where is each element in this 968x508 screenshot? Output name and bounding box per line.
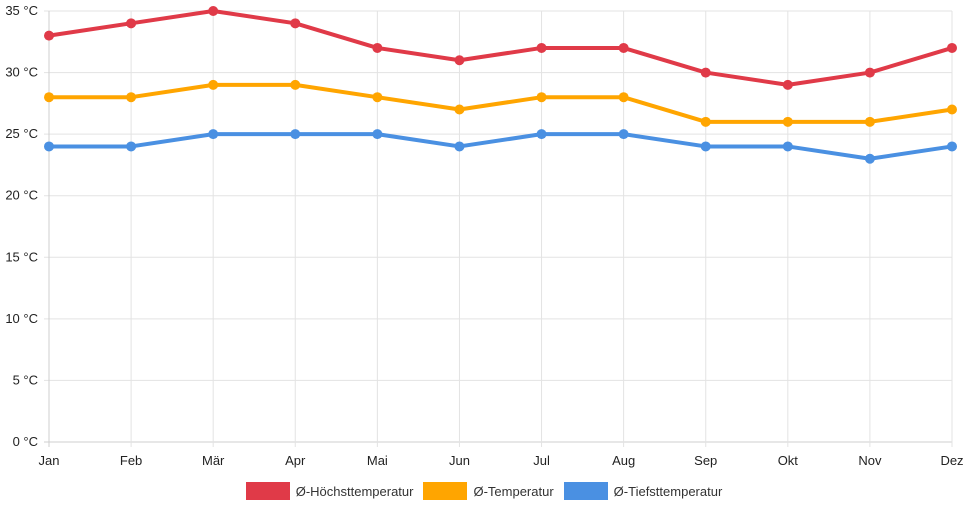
data-point[interactable] xyxy=(947,42,957,53)
data-point[interactable] xyxy=(372,42,383,53)
data-point[interactable] xyxy=(864,67,875,78)
legend-item[interactable]: Ø-Tiefsttemperatur xyxy=(563,482,723,500)
legend-swatch xyxy=(423,482,468,500)
x-tick-label: Mai xyxy=(367,453,388,468)
y-tick-label: 20 °C xyxy=(5,188,38,203)
series-2 xyxy=(44,129,957,164)
legend-label: Ø-Tiefsttemperatur xyxy=(613,483,723,499)
data-point[interactable] xyxy=(700,67,711,78)
data-point[interactable] xyxy=(290,79,301,90)
legend: Ø-Höchsttemperatur Ø-Temperatur Ø-Tiefstte… xyxy=(0,481,968,501)
data-point[interactable] xyxy=(782,141,793,152)
x-tick-label: Nov xyxy=(858,453,882,468)
data-point[interactable] xyxy=(947,141,957,152)
data-point[interactable] xyxy=(290,18,301,29)
data-point[interactable] xyxy=(536,129,547,140)
legend-swatch xyxy=(563,482,608,500)
data-point[interactable] xyxy=(454,55,465,66)
data-point[interactable] xyxy=(208,6,219,16)
x-tick-label: Apr xyxy=(285,453,306,468)
data-point[interactable] xyxy=(864,116,875,127)
series-0 xyxy=(44,6,957,90)
legend-item[interactable]: Ø-Höchsttemperatur xyxy=(245,482,414,500)
x-tick-label: Okt xyxy=(778,453,799,468)
y-tick-label: 25 °C xyxy=(5,126,38,141)
x-axis: Jan Feb Mär Apr Mai Jun Jul Aug Sep Okt Nov Dez xyxy=(39,453,964,468)
temperature-line-chart: 0 °C 5 °C 10 °C 15 °C 20 °C 25 °C 30 °C 35 °C J… xyxy=(5,3,964,468)
data-point[interactable] xyxy=(536,92,547,103)
y-axis: 0 °C 5 °C 10 °C 15 °C 20 °C 25 °C 30 °C 35 °C xyxy=(5,3,38,449)
data-point[interactable] xyxy=(947,104,957,115)
data-point[interactable] xyxy=(126,18,137,29)
data-point[interactable] xyxy=(126,92,137,103)
data-point[interactable] xyxy=(372,129,383,140)
grid xyxy=(44,10,953,447)
legend-label: Ø-Temperatur xyxy=(473,483,554,499)
y-tick-label: 15 °C xyxy=(5,249,38,264)
data-point[interactable] xyxy=(208,129,219,140)
data-point[interactable] xyxy=(618,42,629,53)
x-tick-label: Sep xyxy=(694,453,717,468)
x-tick-label: Feb xyxy=(120,453,142,468)
series-line xyxy=(49,82,953,124)
x-tick-label: Jun xyxy=(449,453,470,468)
data-point[interactable] xyxy=(454,141,465,152)
legend-item[interactable]: Ø-Temperatur xyxy=(423,482,554,500)
data-point[interactable] xyxy=(208,79,219,90)
series-line xyxy=(48,9,953,87)
data-point[interactable] xyxy=(454,104,465,115)
data-point[interactable] xyxy=(44,92,54,103)
data-point[interactable] xyxy=(44,141,54,152)
data-point[interactable] xyxy=(782,79,793,90)
data-point[interactable] xyxy=(290,129,301,140)
data-point[interactable] xyxy=(126,141,137,152)
data-point[interactable] xyxy=(700,141,711,152)
data-point[interactable] xyxy=(618,92,629,103)
y-tick-label: 35 °C xyxy=(5,3,38,18)
series-lines xyxy=(44,6,957,164)
series-1 xyxy=(44,79,957,127)
data-point[interactable] xyxy=(536,42,547,53)
y-tick-label: 10 °C xyxy=(5,311,38,326)
data-point[interactable] xyxy=(618,129,629,140)
y-tick-label: 30 °C xyxy=(5,65,38,80)
data-point[interactable] xyxy=(372,92,383,103)
x-tick-label: Dez xyxy=(940,453,963,468)
data-point[interactable] xyxy=(44,30,54,41)
legend-swatch xyxy=(245,482,290,500)
y-tick-label: 0 °C xyxy=(13,434,38,449)
data-point[interactable] xyxy=(864,153,875,164)
x-tick-label: Jan xyxy=(39,453,60,468)
x-tick-label: Mär xyxy=(202,453,225,468)
legend-label: Ø-Höchsttemperatur xyxy=(295,483,414,499)
y-tick-label: 5 °C xyxy=(13,372,38,387)
data-point[interactable] xyxy=(700,116,711,127)
x-tick-label: Jul xyxy=(533,453,550,468)
x-tick-label: Aug xyxy=(612,453,635,468)
data-point[interactable] xyxy=(782,116,793,127)
series-line xyxy=(49,132,953,161)
